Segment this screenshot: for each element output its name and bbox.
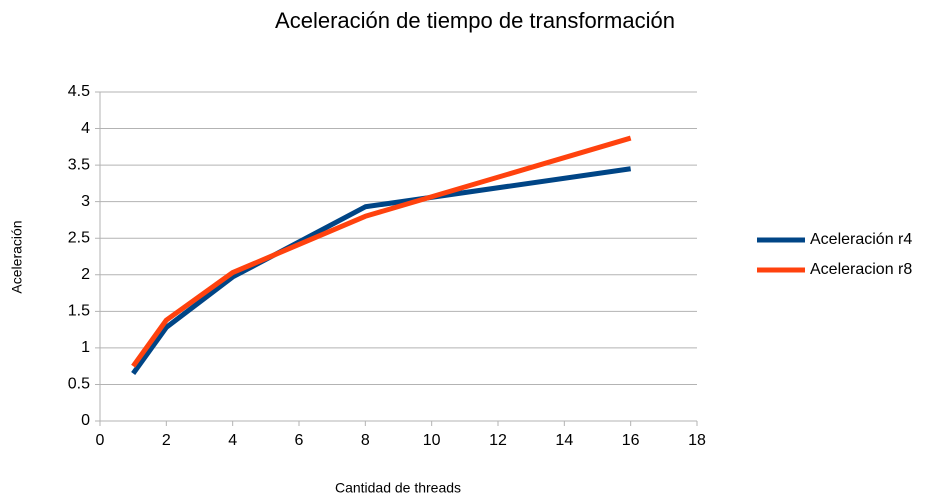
x-tick-label: 0 <box>96 432 105 449</box>
y-tick-label: 2 <box>81 266 90 283</box>
x-tick-label: 12 <box>489 432 507 449</box>
x-tick-label: 8 <box>361 432 370 449</box>
x-tick-label: 10 <box>423 432 441 449</box>
y-tick-label: 4.5 <box>68 83 90 100</box>
y-tick-label: 1 <box>81 339 90 356</box>
chart-title: Aceleración de tiempo de transformación <box>275 8 675 33</box>
x-tick-label: 4 <box>228 432 237 449</box>
x-tick-label: 16 <box>622 432 640 449</box>
y-tick-label: 2.5 <box>68 229 90 246</box>
series-line <box>131 166 632 375</box>
x-tick-label: 14 <box>555 432 573 449</box>
series-line <box>131 135 632 368</box>
x-axis-label: Cantidad de threads <box>335 480 461 496</box>
y-axis-label: Aceleración <box>9 220 25 293</box>
y-tick-label: 1.5 <box>68 303 90 320</box>
x-tick-label: 6 <box>295 432 304 449</box>
y-tick-label: 0.5 <box>68 376 90 393</box>
x-tick-label: 2 <box>162 432 171 449</box>
y-tick-label: 3 <box>81 193 90 210</box>
legend-label: Aceleración r4 <box>810 231 912 248</box>
y-tick-label: 0 <box>81 412 90 429</box>
x-tick-label: 18 <box>688 432 706 449</box>
y-tick-label: 3.5 <box>68 156 90 173</box>
y-tick-label: 4 <box>81 120 90 137</box>
legend-label: Aceleracion r8 <box>810 261 912 278</box>
